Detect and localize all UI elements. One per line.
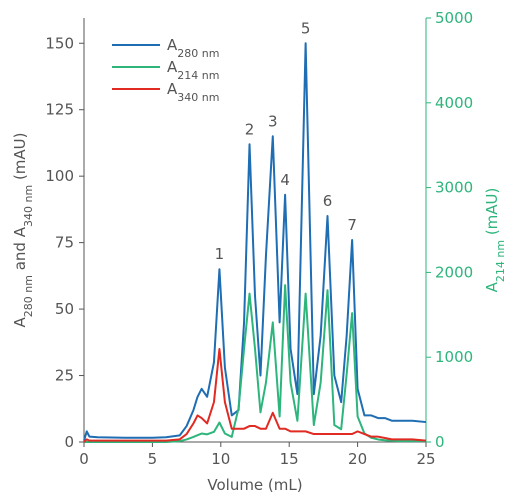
y-axis-label-part: and A [11,226,29,275]
peak-label: 5 [301,19,311,37]
y2-axis-label-part: A [483,281,501,292]
y-axis-label-part: 340 nm [22,185,35,227]
legend-label: A340 nm [167,80,219,104]
legend-label-part: 340 nm [177,91,219,104]
legend-label: A280 nm [167,36,219,60]
y-axis-label-part: A [11,317,29,328]
legend-label-part: A [167,36,178,54]
peak-label: 4 [280,171,290,189]
x-tick-label: 5 [148,450,158,468]
series-line [83,347,427,443]
y-tick-label: 150 [45,34,74,52]
y-tick-label: 25 [55,367,74,385]
y-tick-label: 50 [55,300,74,318]
y2-axis-label-part: 214 nm [494,240,507,282]
y-axis-label: A280 nm and A340 nm (mAU) [11,133,35,328]
y-axis-label-part: 280 nm [22,275,35,317]
peak-label: 3 [268,112,278,130]
y-tick-label: 0 [64,433,74,451]
series-line [84,284,426,443]
y-tick-label: 75 [55,234,74,252]
y2-tick-label: 1000 [435,348,473,366]
y2-tick-label: 4000 [435,94,473,112]
peak-label: 6 [323,192,333,210]
peak-label: 1 [215,245,225,263]
y-tick-label: 100 [45,167,74,185]
x-tick-label: 10 [211,450,230,468]
y2-axis-label-part: (mAU) [483,188,501,240]
legend-label: A214 nm [167,58,219,82]
series-line [83,42,427,441]
x-tick-label: 25 [416,450,435,468]
y2-tick-label: 0 [435,433,445,451]
legend-label-part: A [167,80,178,98]
x-tick-label: 0 [79,450,89,468]
y2-tick-label: 3000 [435,179,473,197]
y-tick-label: 125 [45,101,74,119]
peak-label: 7 [347,216,357,234]
y-axis-label-part: (mAU) [11,133,29,185]
peak-label: 2 [245,120,255,138]
legend-label-part: 214 nm [177,69,219,82]
legend-label-part: 280 nm [177,47,219,60]
x-tick-label: 20 [348,450,367,468]
y2-axis-label: A214 nm (mAU) [483,188,507,293]
x-axis-label: Volume (mL) [207,476,302,494]
y2-tick-label: 2000 [435,263,473,281]
y2-tick-label: 5000 [435,9,473,27]
x-tick-label: 15 [280,450,299,468]
legend-label-part: A [167,58,178,76]
